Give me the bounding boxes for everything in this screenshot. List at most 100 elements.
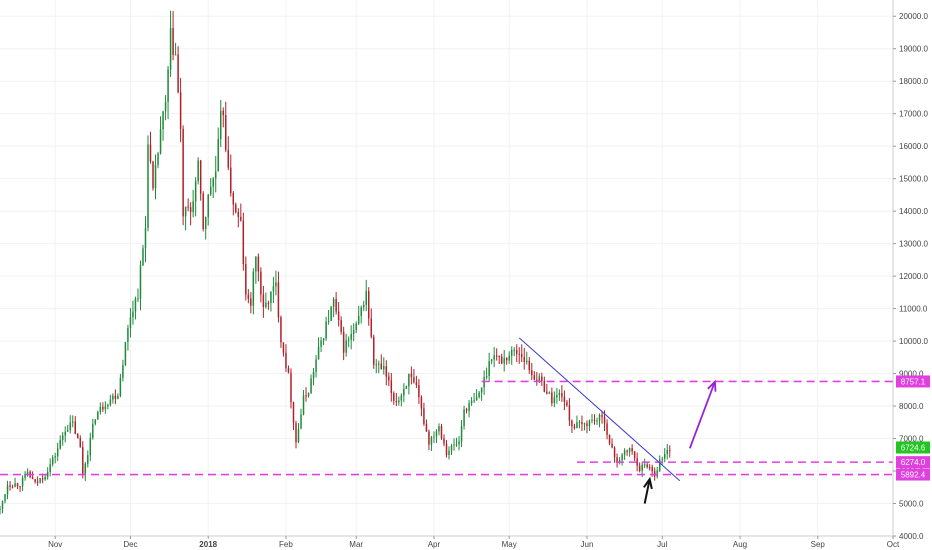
bottom-arrow <box>643 476 653 504</box>
candle-body <box>357 315 360 324</box>
candle-body <box>623 450 626 455</box>
candle <box>403 383 405 403</box>
candle <box>179 77 182 142</box>
candle-body <box>656 470 658 477</box>
candle <box>633 451 636 462</box>
candle <box>182 125 184 226</box>
candle <box>355 321 357 334</box>
candle <box>453 438 455 451</box>
candle <box>99 402 102 415</box>
candle-body <box>588 420 591 427</box>
bottom-arrow-head <box>643 476 653 490</box>
candle <box>139 260 142 311</box>
candle-body <box>385 366 388 377</box>
candle-body <box>302 395 305 415</box>
candle-body <box>59 439 61 449</box>
candle-body <box>408 373 410 387</box>
candle <box>556 388 558 404</box>
candle-body <box>187 206 189 208</box>
candle-body <box>24 473 26 478</box>
candle-body <box>71 421 74 423</box>
candle-body <box>526 360 528 362</box>
candle-body <box>561 393 563 397</box>
candle-body <box>663 453 666 459</box>
candle <box>77 432 79 439</box>
candle <box>340 316 342 335</box>
candle <box>300 408 302 430</box>
candle-body <box>578 422 581 424</box>
candle-body <box>455 444 458 446</box>
candle <box>142 244 144 267</box>
candle <box>214 156 217 193</box>
candle <box>262 285 265 318</box>
candle-body <box>225 115 227 151</box>
candle <box>172 10 174 61</box>
candle-body <box>493 355 495 360</box>
candle-body <box>189 207 192 213</box>
candle <box>478 390 480 399</box>
candle <box>566 399 568 407</box>
x-axis-ticks: Nov Dec 2018 Feb Mar Apr May Jun Jul Aug Sep Oct <box>48 536 900 549</box>
candle <box>71 415 74 428</box>
candle-body <box>568 405 571 421</box>
candle <box>558 389 561 401</box>
candle-body <box>603 416 606 424</box>
candle-body <box>227 150 230 168</box>
y-tick-label: 14000.0 <box>899 207 928 216</box>
candle-body <box>36 481 39 483</box>
candle <box>413 369 415 384</box>
candle-body <box>393 393 395 401</box>
candle-body <box>581 422 583 425</box>
candle <box>533 371 536 381</box>
candle <box>425 419 428 432</box>
candle <box>49 458 51 477</box>
candle-body <box>132 311 134 318</box>
candle <box>4 493 6 504</box>
candle-body <box>172 28 174 55</box>
candle-body <box>134 298 137 312</box>
candle <box>167 65 169 120</box>
candle-body <box>430 437 433 445</box>
candle-body <box>608 434 611 444</box>
candle-body <box>270 291 272 303</box>
candle-body <box>669 449 671 451</box>
candle-body <box>154 164 157 189</box>
candle-body <box>375 364 378 366</box>
candle <box>79 435 82 448</box>
candle-body <box>475 397 478 401</box>
candle-body <box>403 388 405 396</box>
candle <box>458 435 460 451</box>
candle <box>576 415 578 429</box>
x-tick-label: Apr <box>428 540 441 549</box>
candle-body <box>114 395 117 399</box>
y-tick-label: 12000.0 <box>899 272 928 281</box>
candle <box>245 256 247 301</box>
candle <box>445 440 448 458</box>
candle <box>551 387 553 407</box>
candle-body <box>523 357 526 362</box>
candle <box>485 367 488 380</box>
candle-body <box>92 423 94 438</box>
candle-body <box>164 101 167 112</box>
candle <box>9 481 11 491</box>
x-tick-label: Nov <box>48 540 62 549</box>
candle <box>500 353 503 365</box>
candle-body <box>54 456 56 458</box>
candle <box>483 370 485 395</box>
candle-body <box>420 397 423 409</box>
level-label: 5892.4 <box>901 471 926 480</box>
candle <box>596 417 598 425</box>
candle <box>124 341 127 367</box>
candle-body <box>418 385 420 398</box>
candle-body <box>658 459 661 471</box>
candle-body <box>199 160 202 194</box>
candle-body <box>460 425 463 442</box>
candle-body <box>230 167 232 194</box>
candle-body <box>591 419 593 421</box>
candle-body <box>558 393 561 396</box>
candle-body <box>435 431 438 437</box>
candle-body <box>127 328 129 343</box>
candle-body <box>74 421 77 434</box>
candle-body <box>4 494 6 502</box>
candle-body <box>19 486 21 488</box>
